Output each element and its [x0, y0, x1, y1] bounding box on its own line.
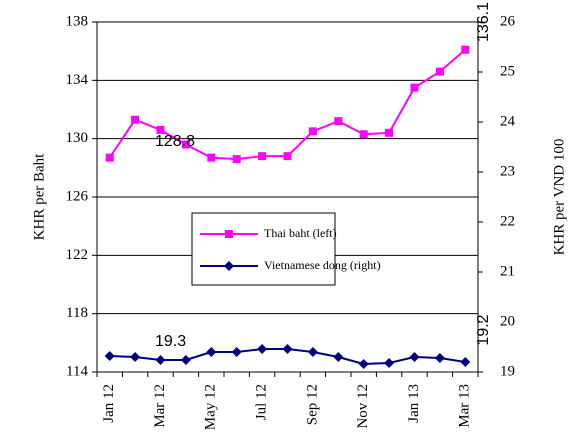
- y2-tick-label: 25: [500, 63, 515, 79]
- x-tick-label: Nov 12: [355, 384, 371, 429]
- marker: [207, 153, 216, 162]
- marker: [258, 152, 267, 161]
- marker: [461, 45, 470, 54]
- y2-tick-label: 23: [500, 163, 515, 179]
- marker: [257, 344, 268, 354]
- x-tick-label: Jul 12: [254, 384, 270, 420]
- marker: [409, 352, 420, 362]
- y-tick-label: 118: [66, 305, 88, 321]
- marker: [155, 355, 166, 365]
- marker: [333, 352, 344, 362]
- marker: [181, 140, 190, 149]
- y2-tick-label: 26: [500, 13, 516, 29]
- y2-tick-label: 22: [500, 213, 515, 229]
- marker: [232, 155, 241, 164]
- annotation: 136.1: [475, 2, 492, 42]
- y-axis-title: KHR per Baht: [31, 153, 47, 240]
- y-tick-label: 126: [66, 188, 89, 204]
- marker: [225, 230, 233, 238]
- marker: [156, 125, 165, 134]
- marker: [384, 358, 395, 368]
- y2-tick-label: 21: [500, 263, 515, 279]
- marker: [410, 83, 419, 92]
- y-tick-label: 138: [66, 13, 89, 29]
- marker: [435, 67, 444, 76]
- x-tick-label: Mar 13: [457, 384, 473, 428]
- marker: [231, 347, 242, 357]
- legend-label: Vietnamese dong (right): [264, 258, 381, 272]
- x-tick-label: May 12: [203, 384, 219, 430]
- x-tick-label: Jan 13: [406, 384, 422, 423]
- marker: [283, 152, 292, 161]
- y2-tick-label: 19: [500, 363, 515, 379]
- marker: [308, 127, 317, 136]
- marker: [180, 355, 191, 365]
- marker: [460, 357, 471, 367]
- y-tick-label: 114: [66, 363, 88, 379]
- x-tick-label: Sep 12: [304, 384, 320, 425]
- marker: [359, 130, 368, 139]
- legend-box: [191, 212, 336, 286]
- y2-tick-label: 20: [500, 313, 515, 329]
- marker: [206, 347, 217, 357]
- marker: [282, 344, 293, 354]
- y-tick-label: 134: [66, 72, 89, 88]
- legend-label: Thai baht (left): [264, 226, 337, 240]
- y2-tick-label: 24: [500, 113, 516, 129]
- y2-axis-title: KHR per VND 100: [551, 139, 567, 256]
- marker: [130, 352, 141, 362]
- marker: [434, 353, 445, 363]
- marker: [334, 117, 343, 126]
- annotation: 19.2: [475, 314, 492, 345]
- marker: [105, 153, 114, 162]
- marker: [307, 347, 318, 357]
- annotation: 128.8: [155, 133, 195, 150]
- marker: [385, 128, 394, 137]
- y-tick-label: 130: [66, 130, 89, 146]
- marker: [104, 351, 115, 361]
- annotation: 19.3: [155, 333, 186, 350]
- x-tick-label: Jan 12: [101, 384, 117, 423]
- marker: [224, 261, 234, 271]
- y-tick-label: 122: [66, 247, 89, 263]
- marker: [358, 359, 369, 369]
- x-tick-label: Mar 12: [152, 384, 168, 428]
- marker: [131, 115, 140, 124]
